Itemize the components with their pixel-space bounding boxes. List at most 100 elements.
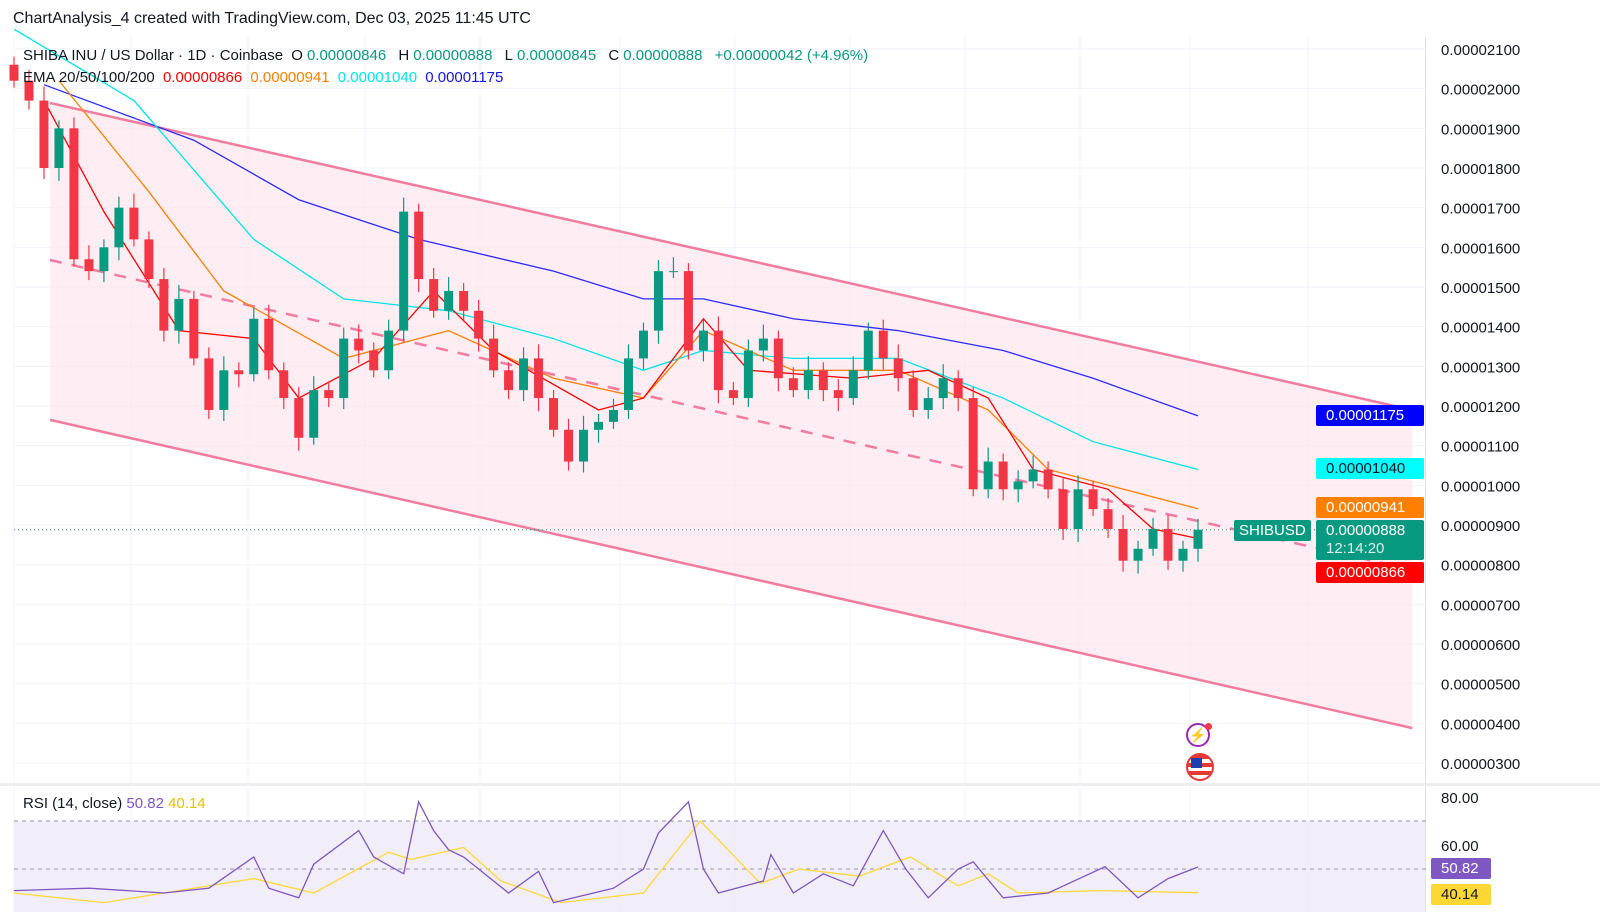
candle [114,196,124,261]
candle-body [1088,489,1098,510]
candle [219,356,229,421]
price-tick-label: 0.00000700 [1441,597,1520,614]
candle-body [863,330,873,371]
candle [968,387,978,497]
candle-body [369,350,379,371]
price-tick-label: 0.00001100 [1441,439,1519,456]
candle [698,319,708,362]
us-flag-icon[interactable] [1186,753,1214,781]
ema50-value: 0.00000941 [250,69,330,86]
low-value: 0.00000845 [516,47,597,64]
candle [743,339,753,408]
ema20-badge: 0.00000866 [1316,562,1424,583]
candle-body [594,421,604,430]
rsi-band-fill [14,821,1425,912]
rsi-ma-value: 40.14 [168,795,206,812]
candle-body [953,378,963,399]
candle-body [728,390,738,399]
candle-body [189,298,199,359]
candle [1043,461,1053,499]
channel-lower-line [49,418,1413,730]
price-tick-label: 0.00001200 [1441,399,1520,416]
candle-body [309,390,319,438]
channel-fill [49,102,1413,729]
candle-body [743,350,753,399]
candle-body [1118,528,1128,561]
lightning-icon[interactable]: ⚡ [1186,723,1210,747]
price-tick-label: 0.00001000 [1441,478,1520,495]
candle-body [249,318,259,375]
candle [923,387,933,419]
candle-body [444,290,454,311]
candle [1013,470,1023,503]
price-tick-label: 0.00001800 [1441,161,1520,178]
candle-body [159,279,169,331]
candle [279,362,289,410]
candle [758,324,768,362]
candle [623,344,633,419]
candle [608,398,618,429]
ema100-badge: 0.00001040 [1316,458,1424,479]
candle-body [1073,489,1083,529]
candle [504,362,514,400]
candle [653,260,663,344]
candle-body [878,330,888,359]
candle-body [279,370,289,399]
candle-body [668,271,678,273]
candle [1193,518,1203,562]
candle-body [653,271,663,331]
candle-body [24,80,34,101]
candle-body [474,310,484,339]
candle-body [983,461,993,490]
close-label: C [608,47,620,64]
ema-label[interactable]: EMA 20/50/100/200 [23,69,155,86]
candle [399,197,409,342]
candle [908,370,918,417]
candle [713,316,723,404]
high-value: 0.00000888 [413,47,493,64]
candle-body [204,358,214,410]
candle [249,307,259,382]
candle [474,299,484,352]
symbol-name[interactable]: SHIBA INU / US Dollar · 1D · Coinbase [23,47,284,64]
candle [339,327,349,410]
candle-body [114,207,124,248]
price-tick-label: 0.00000900 [1441,518,1520,535]
rsi-ma-line [13,820,1199,904]
candle [519,347,529,402]
rsi-tick-label: 80.00 [1441,790,1479,807]
candle [39,86,49,179]
candle-body [1028,469,1038,482]
price-tick-label: 0.00000600 [1441,637,1520,654]
candle-body [339,338,349,399]
rsi-legend[interactable]: RSI (14, close) 50.82 40.14 [23,795,206,812]
candle [668,257,678,279]
candle [1148,517,1158,556]
candle-body [1103,509,1113,529]
candle-body [998,461,1008,490]
price-tick-label: 0.00000300 [1441,756,1520,773]
axis-divider [1425,37,1426,912]
candle-body [923,398,933,410]
candle [564,418,574,471]
candle [788,367,798,398]
candle-body [803,370,813,391]
candle-body [69,128,79,260]
candle [84,245,94,281]
candle-body [1013,481,1023,490]
candle [983,447,993,499]
rsi-ma-badge: 40.14 [1431,884,1491,905]
candle-body [519,358,529,391]
candle-body [39,100,49,168]
candle [144,231,154,289]
candle-body [294,398,304,438]
ema100-value: 0.00001040 [337,69,418,86]
price-tick-label: 0.00001600 [1441,240,1520,257]
high-label: H [398,47,410,64]
candle-body [893,358,903,379]
price-tick-label: 0.00000800 [1441,558,1520,575]
candle [938,364,948,410]
candle [324,382,334,408]
candle-body [324,390,334,399]
